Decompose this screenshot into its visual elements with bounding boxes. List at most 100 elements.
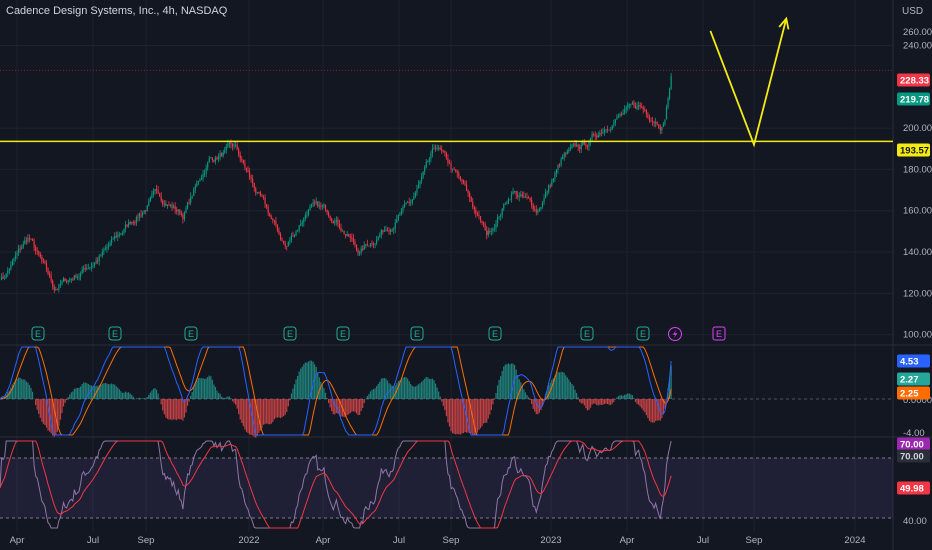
candle-body bbox=[636, 106, 638, 109]
candle-body bbox=[134, 222, 136, 224]
macd-histogram-bar bbox=[596, 399, 598, 406]
candle-body bbox=[431, 148, 434, 154]
macd-signal-tag: 2.25 bbox=[897, 386, 930, 400]
projection-path bbox=[709, 18, 788, 148]
candle-body bbox=[174, 206, 176, 210]
macd-histogram-bar bbox=[210, 376, 212, 399]
macd-histogram-bar bbox=[521, 385, 523, 399]
macd-histogram-bar bbox=[391, 385, 393, 399]
macd-histogram-bar bbox=[588, 399, 590, 410]
price-axis-tick: 120.00 bbox=[903, 288, 932, 299]
macd-histogram-bar bbox=[326, 397, 328, 399]
close-price-tag: 219.78 bbox=[897, 92, 930, 106]
rsi-axis-tick: 40.00 bbox=[903, 516, 927, 527]
earnings-marker[interactable]: E bbox=[31, 326, 45, 341]
price-axis-tick: 260.00 bbox=[903, 27, 932, 38]
candle-body bbox=[64, 278, 66, 282]
macd-histogram-bar bbox=[44, 399, 46, 426]
earnings-marker[interactable]: E bbox=[580, 326, 594, 341]
candle-body bbox=[472, 201, 474, 208]
earnings-marker[interactable]: E bbox=[636, 326, 650, 341]
candle-body bbox=[143, 210, 145, 213]
macd-histogram-bar bbox=[8, 390, 10, 399]
candle-body bbox=[87, 268, 89, 270]
macd-histogram-bar bbox=[393, 386, 395, 399]
macd-histogram-bar bbox=[410, 384, 412, 399]
macd-histogram-bar bbox=[84, 382, 86, 399]
macd-histogram-bar bbox=[126, 392, 128, 399]
macd-histogram-bar bbox=[517, 374, 519, 399]
candle-body bbox=[129, 222, 131, 224]
candle-body bbox=[315, 201, 317, 203]
macd-histogram-bar bbox=[225, 397, 227, 399]
candle-body bbox=[424, 167, 426, 172]
macd-histogram-bar bbox=[129, 393, 131, 399]
price-candles bbox=[0, 72, 672, 293]
candle-body bbox=[196, 182, 198, 187]
macd-histogram-bar bbox=[169, 399, 172, 420]
candle-body bbox=[645, 110, 647, 115]
macd-histogram-bar bbox=[318, 377, 320, 399]
macd-histogram-bar bbox=[568, 379, 570, 399]
candle-body bbox=[448, 163, 451, 164]
candle-body bbox=[56, 289, 58, 291]
candle-body bbox=[596, 135, 598, 138]
rsi-ma-tag: 49.98 bbox=[897, 481, 930, 495]
candle-body bbox=[166, 204, 168, 207]
time-axis-tick: 2024 bbox=[844, 535, 865, 546]
earnings-marker[interactable]: E bbox=[108, 326, 122, 341]
earnings-marker-label: E bbox=[492, 329, 498, 339]
earnings-marker[interactable]: E bbox=[283, 326, 297, 341]
macd-histogram-bar bbox=[589, 399, 592, 408]
axes: 100.00 120.00 140.00 160.00 180.00 200.00 240.… bbox=[10, 27, 932, 546]
candle-body bbox=[310, 204, 313, 207]
candle-body bbox=[171, 205, 173, 209]
candle-body bbox=[610, 129, 612, 131]
currency-label: USD bbox=[902, 6, 924, 17]
candle-body bbox=[97, 260, 99, 262]
candle-body bbox=[436, 147, 438, 149]
macd-histogram-bar bbox=[442, 399, 444, 406]
candle-body bbox=[655, 122, 657, 124]
candle-body bbox=[515, 191, 517, 195]
macd-histogram-bar bbox=[42, 399, 44, 424]
macd-histogram-bar bbox=[24, 379, 26, 399]
macd-histogram-bar bbox=[109, 384, 111, 399]
time-axis-tick: Jul bbox=[87, 535, 99, 546]
candle-body bbox=[335, 219, 337, 222]
candle-body bbox=[483, 222, 485, 225]
candle-body bbox=[324, 204, 327, 210]
candle-body bbox=[411, 199, 413, 203]
candle-body bbox=[89, 267, 91, 269]
macd-histogram-bar bbox=[608, 399, 610, 405]
macd-histogram-bar bbox=[255, 399, 257, 438]
candle-body bbox=[47, 268, 49, 275]
earnings-marker[interactable]: E bbox=[488, 326, 502, 341]
candle-body bbox=[297, 230, 299, 232]
macd-histogram-bar bbox=[512, 363, 514, 399]
macd-histogram-bar bbox=[510, 363, 513, 399]
candle-body bbox=[30, 238, 32, 240]
macd-histogram-bar bbox=[145, 398, 147, 399]
candle-body bbox=[306, 214, 308, 216]
macd-histogram-bar bbox=[58, 399, 60, 426]
macd-histogram-bar bbox=[633, 397, 635, 399]
candle-body bbox=[304, 215, 306, 218]
macd-histogram-bar bbox=[447, 399, 449, 423]
macd-histogram-bar bbox=[315, 366, 317, 399]
macd-histogram-bar bbox=[448, 399, 451, 427]
candle-body bbox=[4, 277, 6, 279]
macd-histogram-bar bbox=[281, 399, 283, 418]
macd-histogram-bar bbox=[11, 384, 13, 399]
candle-body bbox=[38, 251, 40, 254]
earnings-marker[interactable]: E bbox=[410, 326, 424, 341]
macd-histogram-bar bbox=[22, 379, 24, 399]
earnings-marker[interactable]: E bbox=[184, 326, 198, 341]
candle-body bbox=[441, 149, 443, 151]
macd-histogram-bar bbox=[371, 389, 373, 399]
candle-body bbox=[540, 207, 542, 209]
candle-body bbox=[617, 116, 620, 117]
earnings-marker[interactable]: E bbox=[336, 326, 350, 341]
